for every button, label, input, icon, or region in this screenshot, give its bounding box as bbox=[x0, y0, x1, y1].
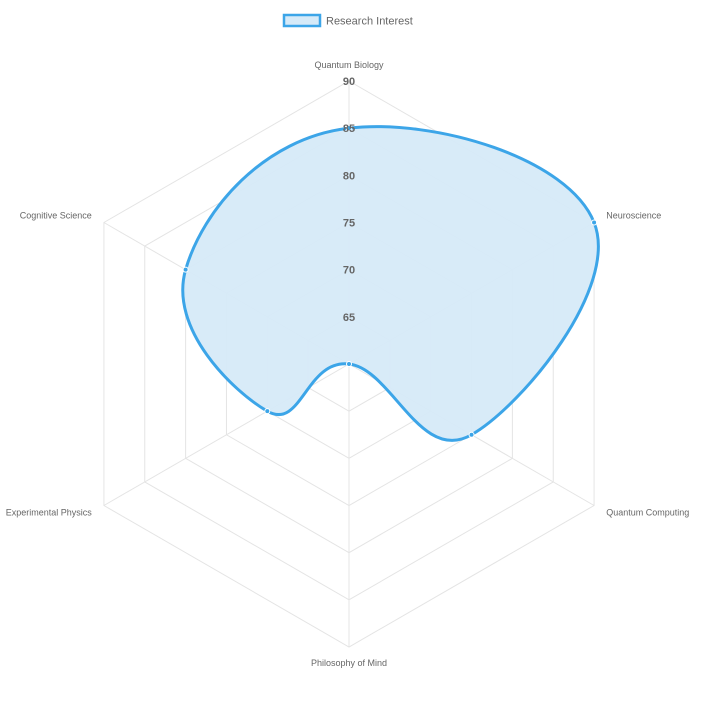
legend-label: Research Interest bbox=[326, 16, 413, 28]
data-point bbox=[346, 125, 352, 132]
series-layer bbox=[181, 125, 600, 442]
axis-label: Neuroscience bbox=[606, 211, 661, 221]
axis-label: Quantum Biology bbox=[314, 60, 384, 70]
series-area bbox=[181, 125, 600, 442]
legend-swatch bbox=[282, 13, 322, 28]
tick-label: 70 bbox=[343, 265, 355, 277]
legend[interactable]: Research Interest bbox=[282, 13, 413, 28]
tick-label: 65 bbox=[343, 312, 355, 324]
tick-label: 85 bbox=[343, 123, 355, 135]
tick-label: 75 bbox=[343, 218, 355, 230]
axis-label: Experimental Physics bbox=[6, 508, 93, 518]
tick-label: 90 bbox=[343, 76, 355, 88]
radial-tick-labels: 65 70 75 80 85 90 bbox=[343, 76, 355, 324]
data-point bbox=[264, 408, 271, 415]
data-point bbox=[468, 431, 475, 438]
axis-label: Quantum Computing bbox=[606, 508, 689, 518]
axis-labels: Quantum Biology Neuroscience Quantum Compu… bbox=[6, 60, 690, 668]
data-point bbox=[591, 219, 598, 226]
axis-label: Cognitive Science bbox=[20, 211, 92, 221]
data-points bbox=[182, 125, 598, 438]
data-point bbox=[182, 266, 189, 273]
data-point bbox=[346, 361, 352, 367]
tick-label: 80 bbox=[343, 170, 355, 182]
axis-label: Philosophy of Mind bbox=[311, 658, 387, 668]
